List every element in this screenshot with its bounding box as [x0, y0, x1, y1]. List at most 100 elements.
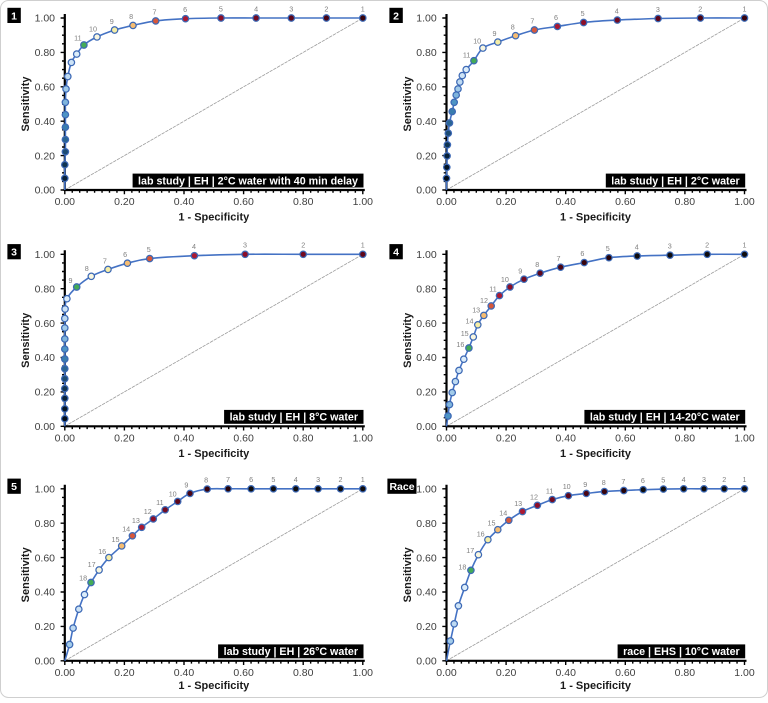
svg-text:Sensitivity: Sensitivity [402, 312, 414, 368]
svg-text:1 - Specificity: 1 - Specificity [560, 680, 632, 692]
svg-text:3: 3 [668, 242, 672, 251]
svg-text:7: 7 [153, 7, 157, 16]
svg-text:Sensitivity: Sensitivity [402, 546, 414, 602]
svg-text:0.60: 0.60 [615, 196, 636, 208]
svg-text:0.80: 0.80 [35, 47, 56, 59]
svg-text:1 - Specificity: 1 - Specificity [178, 212, 250, 224]
svg-text:lab study | EH | 26°C water: lab study | EH | 26°C water [224, 646, 358, 658]
svg-text:14: 14 [122, 525, 130, 534]
svg-text:10: 10 [473, 36, 481, 45]
svg-text:0.00: 0.00 [55, 196, 76, 208]
svg-text:0.80: 0.80 [35, 518, 56, 530]
svg-text:0.00: 0.00 [416, 185, 437, 197]
svg-text:lab study | EH | 2°C water: lab study | EH | 2°C water [611, 175, 739, 187]
svg-text:0.80: 0.80 [416, 283, 437, 295]
svg-text:4: 4 [615, 7, 619, 16]
svg-text:5: 5 [219, 4, 223, 13]
svg-text:11: 11 [489, 285, 496, 294]
svg-text:0.00: 0.00 [35, 656, 56, 668]
svg-text:5: 5 [147, 245, 151, 254]
svg-text:lab study | EH | 14-20°C water: lab study | EH | 14-20°C water [590, 412, 740, 424]
svg-text:2: 2 [705, 241, 709, 250]
svg-text:1.00: 1.00 [35, 249, 56, 261]
svg-text:0.40: 0.40 [416, 587, 437, 599]
svg-text:0.80: 0.80 [293, 667, 314, 679]
svg-text:0.80: 0.80 [675, 196, 696, 208]
svg-text:1: 1 [743, 241, 747, 250]
svg-text:4: 4 [294, 475, 298, 484]
svg-text:5: 5 [581, 9, 585, 18]
svg-text:0.80: 0.80 [675, 433, 696, 445]
svg-text:1 - Specificity: 1 - Specificity [560, 212, 632, 224]
svg-text:11: 11 [74, 34, 81, 43]
svg-text:0.00: 0.00 [35, 421, 56, 433]
svg-text:9: 9 [110, 17, 114, 26]
svg-text:14: 14 [499, 509, 507, 518]
svg-text:0.80: 0.80 [293, 433, 314, 445]
svg-text:1.00: 1.00 [734, 667, 755, 679]
svg-text:1.00: 1.00 [353, 667, 374, 679]
svg-text:0.60: 0.60 [416, 552, 437, 564]
svg-text:0.60: 0.60 [416, 318, 437, 330]
svg-text:0.60: 0.60 [35, 552, 56, 564]
svg-text:0.40: 0.40 [174, 196, 195, 208]
svg-text:0.00: 0.00 [35, 185, 56, 197]
svg-text:9: 9 [184, 481, 188, 490]
svg-text:0.00: 0.00 [55, 667, 76, 679]
svg-text:0.40: 0.40 [555, 667, 576, 679]
svg-text:Race: Race [389, 481, 414, 493]
svg-text:0.40: 0.40 [416, 352, 437, 364]
svg-text:6: 6 [249, 475, 253, 484]
svg-text:9: 9 [518, 267, 522, 276]
svg-text:0.80: 0.80 [675, 667, 696, 679]
svg-text:2: 2 [324, 4, 328, 13]
svg-text:4: 4 [192, 242, 196, 251]
svg-text:0.40: 0.40 [174, 667, 195, 679]
svg-text:10: 10 [169, 489, 177, 498]
svg-text:0.60: 0.60 [615, 433, 636, 445]
svg-text:1: 1 [361, 4, 365, 13]
svg-text:9: 9 [583, 480, 587, 489]
svg-text:0.40: 0.40 [555, 196, 576, 208]
svg-text:0.20: 0.20 [496, 433, 517, 445]
svg-text:5: 5 [11, 481, 17, 493]
svg-text:2: 2 [339, 475, 343, 484]
svg-text:4: 4 [635, 242, 639, 251]
svg-text:0.20: 0.20 [416, 621, 437, 633]
svg-text:7: 7 [557, 254, 561, 263]
svg-text:2: 2 [393, 10, 399, 22]
svg-text:0.20: 0.20 [114, 667, 135, 679]
svg-text:13: 13 [132, 516, 140, 525]
svg-text:1.00: 1.00 [35, 13, 56, 25]
svg-text:12: 12 [480, 296, 488, 305]
svg-text:Sensitivity: Sensitivity [20, 546, 32, 602]
svg-text:0.00: 0.00 [416, 656, 437, 668]
svg-text:1.00: 1.00 [734, 196, 755, 208]
svg-text:0.20: 0.20 [496, 196, 517, 208]
svg-text:lab study | EH | 8°C water: lab study | EH | 8°C water [230, 412, 358, 424]
svg-text:1.00: 1.00 [35, 484, 56, 496]
svg-text:16: 16 [98, 547, 106, 556]
svg-text:9: 9 [69, 276, 73, 285]
svg-text:12: 12 [144, 507, 152, 516]
svg-text:2: 2 [698, 4, 702, 13]
svg-text:6: 6 [123, 250, 127, 259]
svg-text:0.40: 0.40 [555, 433, 576, 445]
svg-text:1.00: 1.00 [734, 433, 755, 445]
svg-text:8: 8 [85, 264, 89, 273]
svg-text:14: 14 [466, 316, 474, 325]
svg-text:Sensitivity: Sensitivity [20, 312, 32, 368]
svg-text:0.60: 0.60 [233, 433, 254, 445]
svg-text:2: 2 [722, 475, 726, 484]
svg-text:0.40: 0.40 [416, 116, 437, 128]
svg-text:1: 1 [361, 475, 365, 484]
svg-text:0.60: 0.60 [233, 667, 254, 679]
svg-text:1.00: 1.00 [353, 196, 374, 208]
svg-text:0.20: 0.20 [114, 196, 135, 208]
svg-text:0.20: 0.20 [35, 621, 56, 633]
svg-text:1.00: 1.00 [416, 249, 437, 261]
svg-text:0.00: 0.00 [416, 421, 437, 433]
svg-text:1.00: 1.00 [416, 484, 437, 496]
svg-text:8: 8 [129, 12, 133, 21]
svg-text:3: 3 [243, 241, 247, 250]
